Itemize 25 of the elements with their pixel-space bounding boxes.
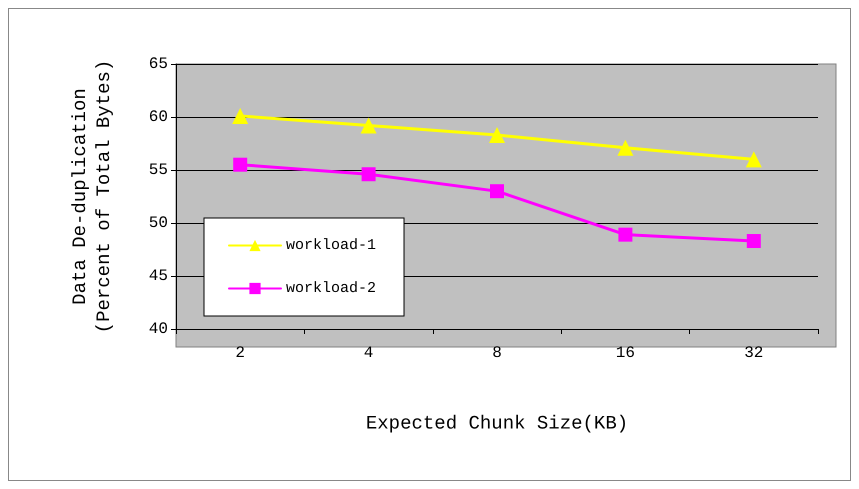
y-tick-label: 45 — [148, 267, 168, 285]
y-tick-label: 50 — [148, 214, 168, 232]
y-tick-label: 40 — [148, 320, 168, 338]
legend-label: workload-1 — [286, 237, 376, 254]
y-axis-title: Data De-duplication (Percent of Total Bytes) — [69, 60, 115, 334]
point — [362, 167, 376, 182]
point — [746, 151, 762, 168]
y-tick-label: 60 — [148, 108, 168, 126]
x-tick-label: 2 — [235, 344, 246, 362]
x-tick-label: 32 — [744, 344, 764, 362]
x-axis-title: Expected Chunk Size(KB) — [366, 412, 628, 434]
y-tick-label: 65 — [148, 55, 168, 73]
point — [232, 108, 248, 124]
point — [617, 140, 634, 156]
x-tick-label: 4 — [364, 344, 374, 362]
point — [489, 127, 505, 144]
y-tick-label: 55 — [148, 161, 168, 179]
x-tick-label: 8 — [492, 344, 502, 362]
x-tick-label: 16 — [616, 344, 635, 362]
legend-label: workload-2 — [286, 280, 376, 297]
point — [746, 234, 761, 248]
point — [618, 228, 632, 242]
point — [360, 117, 377, 134]
point — [490, 184, 504, 198]
point — [233, 158, 248, 172]
